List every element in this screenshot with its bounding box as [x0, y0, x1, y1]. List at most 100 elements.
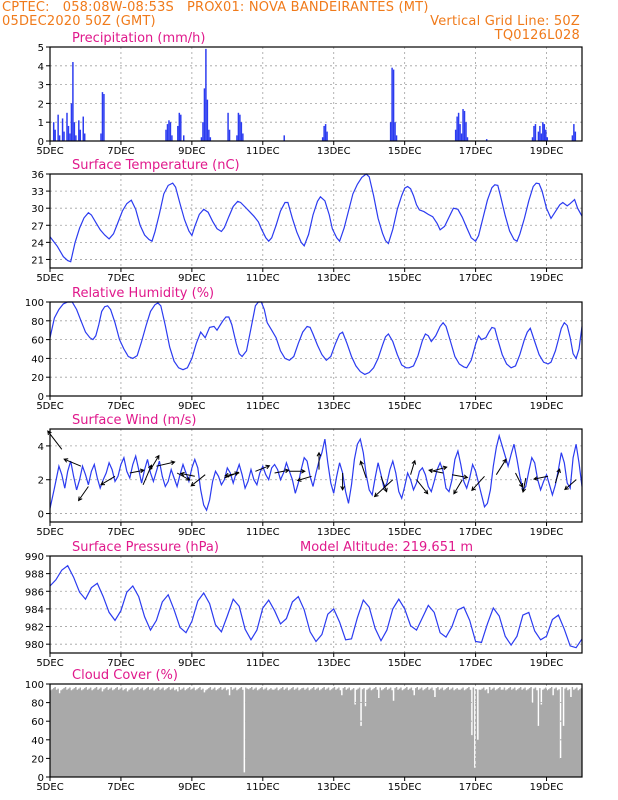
precipitation-bar	[326, 131, 328, 141]
precipitation-bar	[324, 124, 327, 141]
precipitation-bar	[178, 112, 181, 141]
cloud-cover-ytick-label: 60	[31, 717, 44, 728]
cloud-cover-ytick-label: 40	[31, 736, 44, 747]
wind-title: Surface Wind (m/s)	[72, 413, 196, 428]
precipitation-bar	[103, 94, 105, 141]
precipitation-bar	[456, 116, 458, 141]
precipitation-bar	[208, 129, 210, 141]
temperature-ytick-label: 24	[31, 238, 44, 249]
header-grid-note: Vertical Grid Line: 50Z	[430, 14, 580, 29]
humidity-title: Relative Humidity (%)	[72, 286, 214, 301]
humidity-ytick-label: 0	[38, 392, 44, 403]
precipitation-bar	[200, 137, 203, 141]
precipitation-bar	[227, 112, 229, 141]
precipitation-bar	[203, 88, 206, 141]
precipitation-bar	[82, 116, 84, 141]
humidity-ytick-label: 100	[25, 298, 44, 309]
wind-wind-arrow	[129, 468, 145, 474]
precipitation-bar	[101, 92, 104, 141]
wind-wind-arrow	[359, 460, 367, 479]
humidity-ytick-label: 20	[31, 373, 44, 384]
precipitation-bar	[242, 133, 244, 141]
humidity-xtick-label: 13DEC	[317, 401, 351, 412]
pressure-xtick-label: 15DEC	[388, 658, 422, 669]
wind-xtick-label: 11DEC	[246, 527, 280, 538]
precipitation-bar	[466, 137, 469, 141]
wind-wind-arrow	[255, 464, 271, 472]
precipitation-bar	[389, 122, 392, 141]
precipitation-bar	[209, 137, 212, 141]
precipitation-bar	[571, 135, 574, 141]
precipitation-bar	[54, 129, 56, 141]
humidity-frame	[49, 301, 583, 397]
precipitation-bar	[67, 125, 70, 141]
precipitation-bar	[177, 125, 179, 141]
temperature-xtick-label: 11DEC	[246, 273, 280, 284]
cloud-cover-ytick-label: 20	[31, 754, 44, 765]
wind-line	[49, 433, 583, 512]
wind-wind-arrow	[296, 475, 312, 482]
precipitation-bar	[236, 135, 238, 141]
temperature-ytick-label: 21	[31, 255, 44, 266]
precipitation-bar	[543, 124, 546, 141]
precipitation-bar	[72, 62, 74, 141]
precipitation-bar	[395, 135, 398, 141]
cloud-cover-xtick-label: 9DEC	[178, 782, 205, 793]
cloud-cover-xtick-label: 19DEC	[530, 782, 564, 793]
wind-wind-arrow	[416, 479, 429, 495]
wind-wind-arrow	[63, 458, 82, 467]
header-run-time: 05DEC2020 50Z (GMT)	[2, 14, 156, 29]
wind-wind-arrow	[380, 476, 388, 493]
temperature-panel: 5DEC 7DEC 9DEC 11DEC 13DEC 15DEC 17DEC 19DEC 21 2…	[31, 158, 583, 284]
humidity-xtick-label: 9DEC	[178, 401, 205, 412]
precipitation-bar	[485, 139, 488, 141]
wind-wind-arrow	[471, 475, 485, 492]
precipitation-bar	[533, 125, 535, 141]
pressure-annotation: Model Altitude: 219.651 m	[300, 540, 473, 555]
wind-ytick-label: 2	[38, 476, 44, 487]
humidity-xtick-label: 19DEC	[530, 401, 564, 412]
wind-ytick-label: 4	[38, 442, 44, 453]
precipitation-bar	[73, 122, 76, 141]
precipitation-bar	[392, 69, 395, 141]
pressure-ytick-label: 984	[25, 605, 44, 616]
precipitation-bar	[63, 131, 65, 141]
precipitation-xtick-label: 19DEC	[530, 146, 564, 157]
wind-wind-arrow	[156, 460, 176, 467]
wind-wind-arrow	[176, 472, 191, 481]
wind-wind-arrow	[410, 459, 417, 475]
precipitation-bar	[168, 120, 170, 141]
precipitation-ytick-label: 3	[38, 81, 44, 92]
wind-wind-arrow	[532, 475, 549, 481]
precipitation-bar	[321, 137, 324, 141]
precipitation-bar	[460, 133, 463, 141]
cloud-cover-ytick-label: 80	[31, 699, 44, 710]
cloud-cover-xtick-label: 5DEC	[36, 782, 63, 793]
humidity-line	[49, 301, 583, 376]
temperature-xtick-label: 13DEC	[317, 273, 351, 284]
precipitation-bar	[237, 112, 240, 141]
precipitation-bar	[457, 112, 460, 141]
pressure-xtick-label: 11DEC	[246, 658, 280, 669]
header-location: CPTEC: 058:08W-08:53S PROX01: NOVA BANDE…	[2, 0, 429, 15]
precipitation-panel: 5DEC 7DEC 9DEC 11DEC 13DEC 15DEC 17DEC 19DEC 0 1 2…	[36, 31, 583, 157]
wind-wind-arrow	[289, 468, 306, 474]
cloud-cover-ytick-label: 100	[25, 680, 44, 691]
cloud-cover-xtick-label: 17DEC	[459, 782, 493, 793]
precipitation-xtick-label: 9DEC	[178, 146, 205, 157]
precipitation-xtick-label: 17DEC	[459, 146, 493, 157]
wind-xtick-label: 13DEC	[317, 527, 351, 538]
precipitation-xtick-label: 5DEC	[36, 146, 63, 157]
wind-wind-arrow	[564, 479, 577, 491]
wind-xtick-label: 9DEC	[178, 527, 205, 538]
precipitation-bar	[539, 125, 541, 141]
precipitation-bar	[323, 125, 325, 141]
pressure-ytick-label: 990	[25, 552, 44, 563]
precipitation-xtick-label: 15DEC	[388, 146, 422, 157]
pressure-line	[49, 564, 583, 649]
humidity-xtick-label: 11DEC	[246, 401, 280, 412]
precipitation-bar	[459, 124, 461, 141]
precipitation-bar	[70, 103, 73, 141]
wind-wind-arrow	[495, 458, 507, 475]
cloud-cover-ytick-label: 0	[38, 773, 44, 784]
